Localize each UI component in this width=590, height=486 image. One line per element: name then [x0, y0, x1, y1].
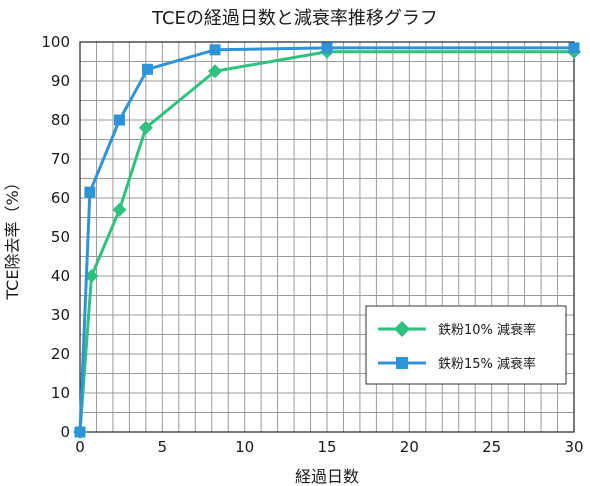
y-tick-label: 10: [51, 384, 70, 402]
x-tick-label: 10: [235, 438, 254, 456]
data-point-square: [209, 44, 221, 56]
legend-entry-iron-10: 鉄粉10% 減衰率: [378, 321, 536, 338]
y-tick-label: 80: [51, 111, 70, 129]
data-point-diamond: [208, 64, 223, 79]
chart-title: TCEの経過日数と減衰率推移グラフ: [151, 8, 438, 29]
y-tick-label: 60: [51, 189, 70, 207]
series-iron-15-percent: [74, 42, 580, 438]
legend-label-iron-15: 鉄粉15% 減衰率: [438, 356, 536, 372]
x-tick-label: 5: [158, 438, 168, 456]
x-tick-label: 0: [75, 438, 85, 456]
data-point-square: [84, 186, 96, 198]
y-tick-label: 100: [41, 33, 70, 51]
data-point-square: [74, 426, 86, 438]
legend-box: [365, 305, 567, 385]
data-point-square: [568, 42, 580, 54]
x-axis-label: 経過日数: [295, 467, 359, 486]
x-tick-label: 20: [400, 438, 419, 456]
y-tick-label: 40: [51, 267, 70, 285]
axis-ticks: 0 10 20 30 40 50 60 70 80 90 100 0 5 10 15 20 25 30: [41, 33, 583, 456]
data-point-diamond: [112, 202, 127, 217]
y-tick-label: 90: [51, 72, 70, 90]
data-point-square: [114, 114, 126, 126]
x-tick-label: 25: [482, 438, 501, 456]
legend-square-marker: [396, 357, 408, 369]
data-point-square: [321, 42, 333, 54]
data-series: [73, 42, 581, 439]
plot-frame: [79, 41, 575, 433]
x-tick-label: 15: [317, 438, 336, 456]
y-tick-label: 20: [51, 345, 70, 363]
data-point-diamond: [138, 120, 153, 135]
legend-entry-iron-15: 鉄粉15% 減衰率: [378, 356, 536, 372]
x-tick-label: 30: [564, 438, 583, 456]
y-axis-label: TCE除去率（%）: [3, 174, 22, 300]
legend-diamond-marker: [394, 321, 410, 337]
y-tick-label: 50: [51, 228, 70, 246]
y-tick-label: 30: [51, 306, 70, 324]
y-tick-label: 70: [51, 150, 70, 168]
legend-label-iron-10: 鉄粉10% 減衰率: [438, 322, 536, 338]
data-point-square: [142, 63, 154, 75]
legend: 鉄粉10% 減衰率 鉄粉15% 減衰率: [365, 305, 567, 385]
y-tick-label: 0: [60, 423, 70, 441]
